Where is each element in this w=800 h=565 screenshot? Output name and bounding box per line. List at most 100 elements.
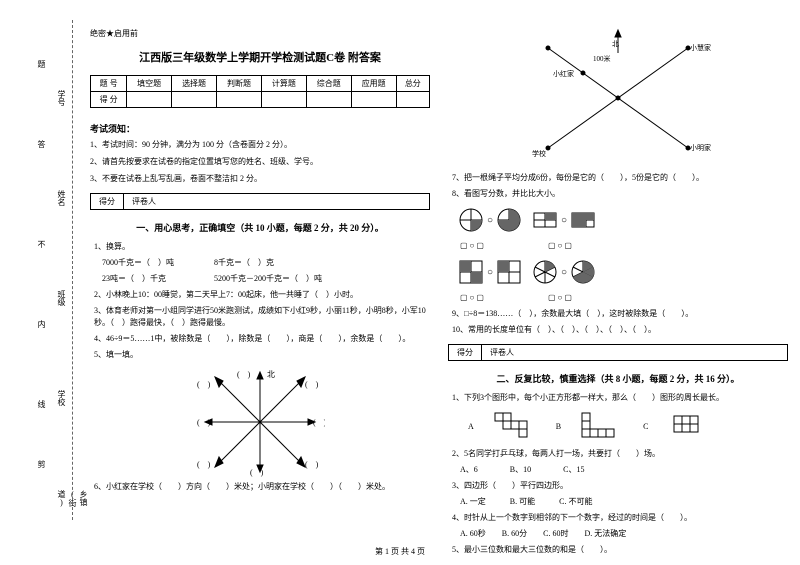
page-content: 绝密★启用前 江西版三年级数学上学期开学检测试题C卷 附答案 题 号 填空题 选…: [90, 28, 790, 538]
section1-title: 一、用心思考，正确填空（共 10 小题，每题 2 分，共 20 分）。: [90, 221, 430, 234]
left-column: 绝密★启用前 江西版三年级数学上学期开学检测试题C卷 附答案 题 号 填空题 选…: [90, 28, 430, 538]
compare-circle: ○: [487, 215, 493, 226]
score-label: 得分: [91, 194, 124, 209]
cut-line: [72, 20, 73, 520]
th: 应用题: [351, 76, 396, 92]
td: [127, 92, 172, 108]
compare-circle: ○: [487, 267, 493, 278]
grid-fraction-icon: [458, 259, 484, 285]
pie-fraction-icon: [532, 259, 558, 285]
option-b-label: B: [556, 422, 561, 431]
side-line: 线: [36, 400, 47, 408]
svg-text:( ): ( ): [197, 418, 211, 427]
grid-fraction-icon: [496, 259, 522, 285]
td: [351, 92, 396, 108]
q4: 4、46÷9＝5……1中，被除数是（ ），除数是（ ），商是（ ），余数是（ ）…: [94, 333, 430, 345]
option-a-label: A: [468, 422, 474, 431]
th: 综合题: [306, 76, 351, 92]
star-br-label: 小明家: [690, 143, 711, 152]
blank-compare: ▢ ○ ▢ ▢ ○ ▢: [460, 240, 788, 252]
q3: 3、体育老师对第一小组同学进行50米跑测试，成绩如下小红9秒，小丽11秒，小明8…: [94, 305, 430, 329]
compass-diagram: ( )北 ( )( ) ( )( ) ( )( ) ( ): [195, 367, 325, 477]
side-no: 不: [36, 240, 47, 248]
s2q4: 4、时针从上一个数字到相邻的下一个数字，经过的时间是（ ）。: [452, 512, 788, 524]
notice-3: 3、不要在试卷上乱写乱画，卷面不整洁扣 2 分。: [90, 173, 430, 186]
th: 判断题: [217, 76, 262, 92]
side-school: 学校: [56, 390, 67, 406]
td: [396, 92, 429, 108]
th: 填空题: [127, 76, 172, 92]
side-ti: 题: [36, 60, 47, 68]
s2q3: 3、四边形（ ）平行四边形。: [452, 480, 788, 492]
table-row: 得 分: [91, 92, 430, 108]
notice-1: 1、考试时间：90 分钟，满分为 100 分（含卷面分 2 分）。: [90, 139, 430, 152]
option-c-label: C: [643, 422, 648, 431]
right-column: 北 100米 小慧家 小红家 学校 小明家 7、把一根绳子平均分成6份，每份是它…: [448, 28, 788, 538]
grader-label: 评卷人: [482, 345, 522, 360]
table-row: 题 号 填空题 选择题 判断题 计算题 综合题 应用题 总分: [91, 76, 430, 92]
circle-fraction-icon: [458, 207, 484, 233]
score-label: 得分: [449, 345, 482, 360]
td: [172, 92, 217, 108]
pie-fraction-icon: [570, 259, 596, 285]
polyomino-b-icon: [577, 411, 627, 441]
s2q2: 2、5名同学打乒乓球，每两人打一场，共要打（ ）场。: [452, 448, 788, 460]
td: [261, 92, 306, 108]
fractions-row: ○ ○: [458, 207, 788, 233]
confidential-label: 绝密★启用前: [90, 28, 430, 39]
shape-options: A B C: [468, 411, 788, 441]
svg-text:( ): ( ): [237, 370, 251, 379]
side-name: 姓名: [56, 190, 67, 206]
page-footer: 第 1 页 共 4 页: [0, 546, 800, 557]
td: 得 分: [91, 92, 127, 108]
svg-text:( ): ( ): [197, 380, 211, 389]
square-fraction-icon: [570, 207, 596, 233]
polyomino-c-icon: [664, 411, 714, 441]
side-ans: 答: [36, 140, 47, 148]
q1: 1、换算。: [94, 241, 430, 253]
svg-text:( ): ( ): [313, 418, 325, 427]
svg-text:北: 北: [267, 370, 275, 379]
frac-pair: ○: [458, 207, 522, 233]
exam-title: 江西版三年级数学上学期开学检测试题C卷 附答案: [90, 49, 430, 65]
side-inner: 内: [36, 320, 47, 328]
th: 选择题: [172, 76, 217, 92]
th: 总分: [396, 76, 429, 92]
frac-pair: ○: [532, 259, 596, 285]
q1a: 7000千克＝（ ）吨 8千克＝（ ）克: [102, 257, 430, 269]
s2q4o: A. 60秒 B. 60分 C. 60时 D. 无法确定: [460, 528, 788, 540]
q5: 5、填一填。: [94, 349, 430, 361]
q10: 10、常用的长度单位有（ ）、（ ）、（ ）、（ ）、（ ）。: [452, 324, 788, 336]
star-north: 北: [612, 40, 619, 48]
score-table: 题 号 填空题 选择题 判断题 计算题 综合题 应用题 总分 得 分: [90, 75, 430, 108]
frac-pair: ○: [532, 207, 596, 233]
q2: 2、小林晚上10：00睡觉，第二天早上7：00起床，他一共睡了（ ）小时。: [94, 289, 430, 301]
compare-circle: ○: [561, 215, 567, 226]
grader-box: 得分 评卷人: [90, 193, 430, 210]
td: [306, 92, 351, 108]
notice-2: 2、请首先按要求在试卷的指定位置填写您的姓名、班级、学号。: [90, 156, 430, 169]
grader-label: 评卷人: [124, 194, 164, 209]
side-id: 学号: [56, 90, 67, 106]
fractions-row-2: ○ ○: [458, 259, 788, 285]
s2q2o: A、6 B、10 C、15: [460, 464, 788, 476]
q9: 9、□÷8＝138……（ ），余数最大填（ ），这时被除数是（ ）。: [452, 308, 788, 320]
compare-circle: ○: [561, 267, 567, 278]
svg-text:( ): ( ): [305, 460, 319, 469]
svg-text:( ): ( ): [197, 460, 211, 469]
star-tr-label: 小慧家: [690, 43, 711, 52]
blank-compare-2: ▢ ○ ▢ ▢ ○ ▢: [460, 292, 788, 304]
polyomino-a-icon: [490, 411, 540, 441]
star-ml-label: 小红家: [553, 69, 574, 78]
q6: 6、小红家在学校（ ）方向（ ）米处；小明家在学校（ ）（ ）米处。: [94, 481, 430, 493]
svg-text:( ): ( ): [250, 468, 264, 477]
star-bl-label: 学校: [532, 149, 546, 158]
side-class: 班级: [56, 290, 67, 306]
circle-fraction-icon: [496, 207, 522, 233]
section2-title: 二、反复比较，慎重选择（共 8 小题，每题 2 分，共 16 分）。: [448, 372, 788, 385]
q1b: 23吨＝（ ）千克 5200千克－200千克＝（ ）吨: [102, 273, 430, 285]
s2q3o: A. 一定 B. 可能 C. 不可能: [460, 496, 788, 508]
frac-pair: ○: [458, 259, 522, 285]
binding-margin: 乡镇(街道) 学校 班级 姓名 学号 剪 线 内 不 答 题: [8, 0, 68, 520]
s2q1: 1、下列3个图形中，每个小正方形都一样大，那么（ ）图形的周长最长。: [452, 392, 788, 404]
